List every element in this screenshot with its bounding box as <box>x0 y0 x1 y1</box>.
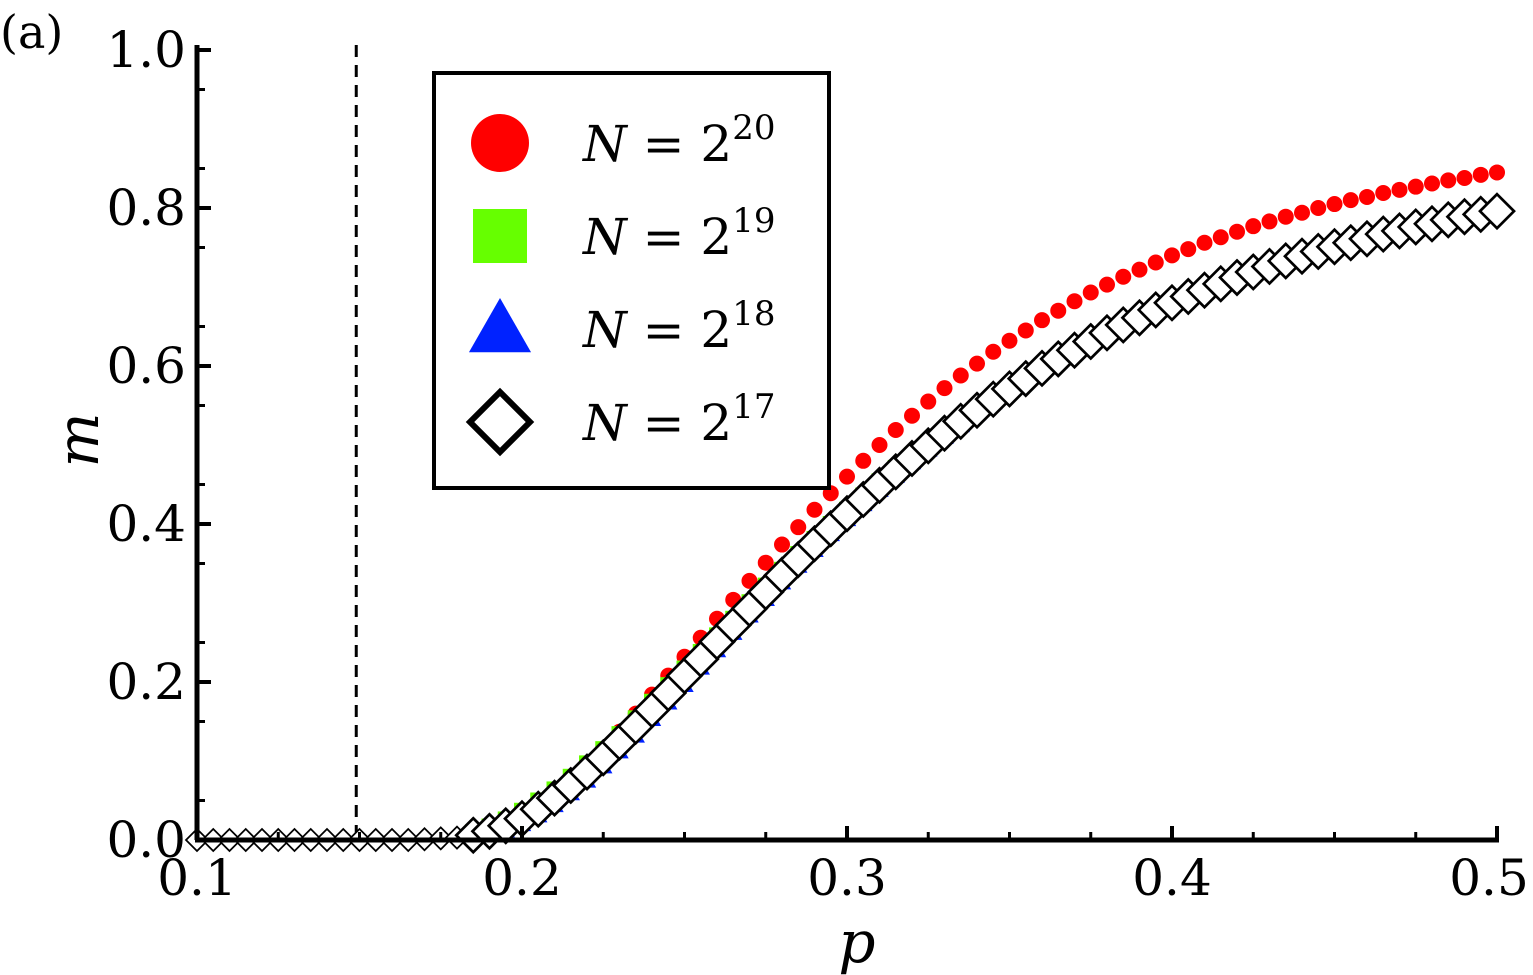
data-point <box>1294 204 1310 221</box>
legend-marker-circle <box>471 114 529 172</box>
data-point <box>1391 181 1408 198</box>
data-point <box>1277 208 1294 225</box>
panel-label: (a) <box>0 5 63 59</box>
data-point <box>1245 218 1262 235</box>
x-tick-label: 0.2 <box>482 849 562 907</box>
x-tick-label: 0.3 <box>807 849 887 907</box>
data-point <box>887 421 904 438</box>
y-tick-label: 1.0 <box>106 21 186 79</box>
data-point <box>855 452 872 469</box>
data-point <box>1407 178 1424 195</box>
data-point <box>1196 234 1213 251</box>
data-point <box>1342 192 1359 209</box>
data-point <box>1099 276 1115 293</box>
y-axis-title: m <box>44 413 112 468</box>
data-point <box>1131 261 1148 278</box>
legend-label: N = 217 <box>582 387 776 452</box>
data-point <box>1017 322 1034 339</box>
legend-label: N = 220 <box>582 108 776 173</box>
data-point <box>1115 268 1132 285</box>
legend: N = 220 N = 219 N = 218 N = 217 <box>432 71 831 490</box>
data-point <box>1082 284 1099 301</box>
data-point <box>839 468 855 485</box>
legend-label: N = 218 <box>582 294 776 359</box>
y-tick-label: 0.0 <box>106 811 186 869</box>
legend-marker-square <box>473 209 527 263</box>
data-point <box>1050 302 1067 319</box>
data-layer <box>184 45 1516 855</box>
data-point <box>1440 172 1457 189</box>
data-point <box>1375 184 1392 201</box>
series-diamond-open <box>184 192 1516 855</box>
data-point <box>871 437 888 453</box>
data-point <box>1456 169 1473 186</box>
legend-marker-triangle <box>468 297 532 353</box>
data-point <box>985 343 1002 360</box>
data-point <box>952 367 969 384</box>
data-point <box>1034 312 1050 329</box>
x-axis-title: p <box>838 908 875 975</box>
x-tick-label: 0.5 <box>1449 849 1529 907</box>
data-point <box>806 501 823 518</box>
data-point <box>741 572 758 589</box>
data-point <box>1212 229 1229 246</box>
y-tick-label: 0.8 <box>106 179 186 237</box>
data-point <box>1478 192 1516 231</box>
data-point <box>1066 293 1083 310</box>
data-point <box>1229 223 1245 240</box>
data-point <box>1424 175 1440 192</box>
data-point <box>790 519 807 536</box>
x-tick-label: 0.4 <box>1132 849 1212 907</box>
legend-marker-diamond-open <box>465 387 535 457</box>
legend-label: N = 219 <box>582 201 776 266</box>
data-point <box>969 355 985 372</box>
data-point <box>1180 241 1197 258</box>
data-point <box>1326 196 1343 213</box>
data-point <box>1261 213 1278 230</box>
data-point <box>936 380 953 397</box>
data-point <box>1164 247 1180 264</box>
y-tick-label: 0.6 <box>106 337 186 395</box>
axes: 0.1 0.2 0.3 0.4 0.5 0.0 0.2 0.4 0.6 0.8 1.0 <box>106 21 1528 907</box>
data-point <box>1147 254 1164 271</box>
data-point <box>1001 332 1018 349</box>
data-point <box>774 536 790 553</box>
data-point <box>1489 164 1505 181</box>
data-point <box>1359 188 1375 205</box>
data-point <box>904 407 920 424</box>
y-tick-label: 0.2 <box>106 653 186 711</box>
data-point <box>1310 200 1327 216</box>
data-point <box>757 554 774 571</box>
data-point <box>1472 166 1489 183</box>
x-tick-label: 0.1 <box>157 849 237 907</box>
y-tick-label: 0.4 <box>106 495 186 553</box>
data-point <box>920 393 937 410</box>
